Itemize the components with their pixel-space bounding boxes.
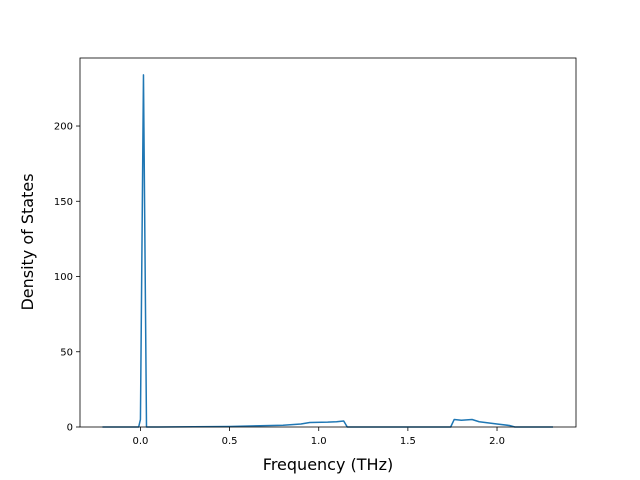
- y-tick-label: 0: [67, 423, 73, 434]
- x-tick-label: 1.0: [311, 436, 327, 447]
- x-tick-label: 1.5: [400, 436, 416, 447]
- x-tick-label: 0.0: [132, 436, 148, 447]
- line: [102, 74, 553, 428]
- y-tick-label: 200: [54, 122, 73, 133]
- x-tick-label: 2.0: [489, 436, 505, 447]
- y-tick-label: 150: [54, 197, 73, 208]
- plot-frame: [79, 57, 577, 428]
- y-axis-label: Density of States: [18, 173, 37, 310]
- x-tick-label: 0.5: [222, 436, 238, 447]
- y-tick-label: 50: [60, 347, 73, 358]
- x-axis-label: Frequency (THz): [263, 455, 393, 474]
- y-tick-label: 100: [54, 272, 73, 283]
